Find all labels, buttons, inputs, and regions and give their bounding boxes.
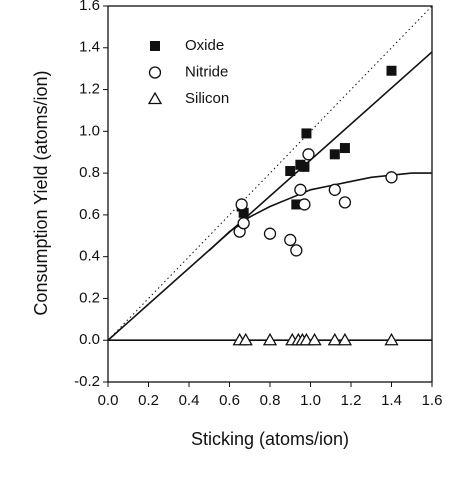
x-tick-label: 1.2 <box>341 392 362 409</box>
x-tick-label: 0.2 <box>138 392 159 409</box>
y-tick-label: 0.6 <box>79 206 100 223</box>
plot-frame <box>107 5 433 383</box>
y-tick-label: 0.4 <box>79 248 100 265</box>
legend-marker <box>148 66 162 79</box>
x-tick-label: 1.4 <box>381 392 402 409</box>
x-tick-label: 1.6 <box>422 392 443 409</box>
marker <box>385 171 398 184</box>
marker <box>337 332 353 346</box>
marker <box>235 198 248 211</box>
marker <box>291 199 302 210</box>
marker <box>263 227 277 240</box>
y-tick-label: 0.2 <box>79 289 100 306</box>
x-tick-label: 0.4 <box>179 392 200 409</box>
marker <box>301 128 312 139</box>
x-tick-label: 1.0 <box>300 392 321 409</box>
marker <box>328 183 341 196</box>
marker <box>384 332 399 346</box>
legend-marker <box>147 91 163 105</box>
marker <box>294 183 307 196</box>
marker <box>338 196 352 209</box>
marker <box>386 65 397 76</box>
y-tick-label: 0.8 <box>79 164 100 181</box>
y-tick-label: 1.2 <box>79 81 100 98</box>
x-tick-label: 0.6 <box>219 392 240 409</box>
marker <box>298 198 311 211</box>
marker <box>262 332 278 346</box>
marker <box>339 143 350 154</box>
y-tick-label: 0.0 <box>79 331 100 348</box>
marker <box>284 233 297 247</box>
marker <box>290 244 303 257</box>
legend-label: Silicon <box>185 90 229 107</box>
x-tick-label: 0.8 <box>260 392 281 409</box>
marker <box>302 148 315 161</box>
y-tick-label: 1.0 <box>79 122 100 139</box>
y-tick-label: 1.4 <box>79 39 100 56</box>
y-tick-label: -0.2 <box>74 373 100 390</box>
marker <box>299 161 310 172</box>
marker <box>307 332 322 346</box>
marker <box>238 332 253 346</box>
marker <box>237 217 250 230</box>
x-tick-label: 0.0 <box>98 392 119 409</box>
marker <box>329 149 340 160</box>
legend-label: Nitride <box>185 63 228 80</box>
y-axis-label: Consumption Yield (atoms/ion) <box>31 70 51 315</box>
marker <box>285 166 296 177</box>
y-tick-label: 1.6 <box>79 0 100 14</box>
legend-label: Oxide <box>185 37 224 54</box>
x-axis-label: Sticking (atoms/ion) <box>191 429 349 449</box>
marker <box>327 332 342 346</box>
fit-line <box>107 5 433 341</box>
legend-marker <box>150 41 160 51</box>
marker <box>238 207 249 218</box>
fit-line <box>107 51 433 341</box>
